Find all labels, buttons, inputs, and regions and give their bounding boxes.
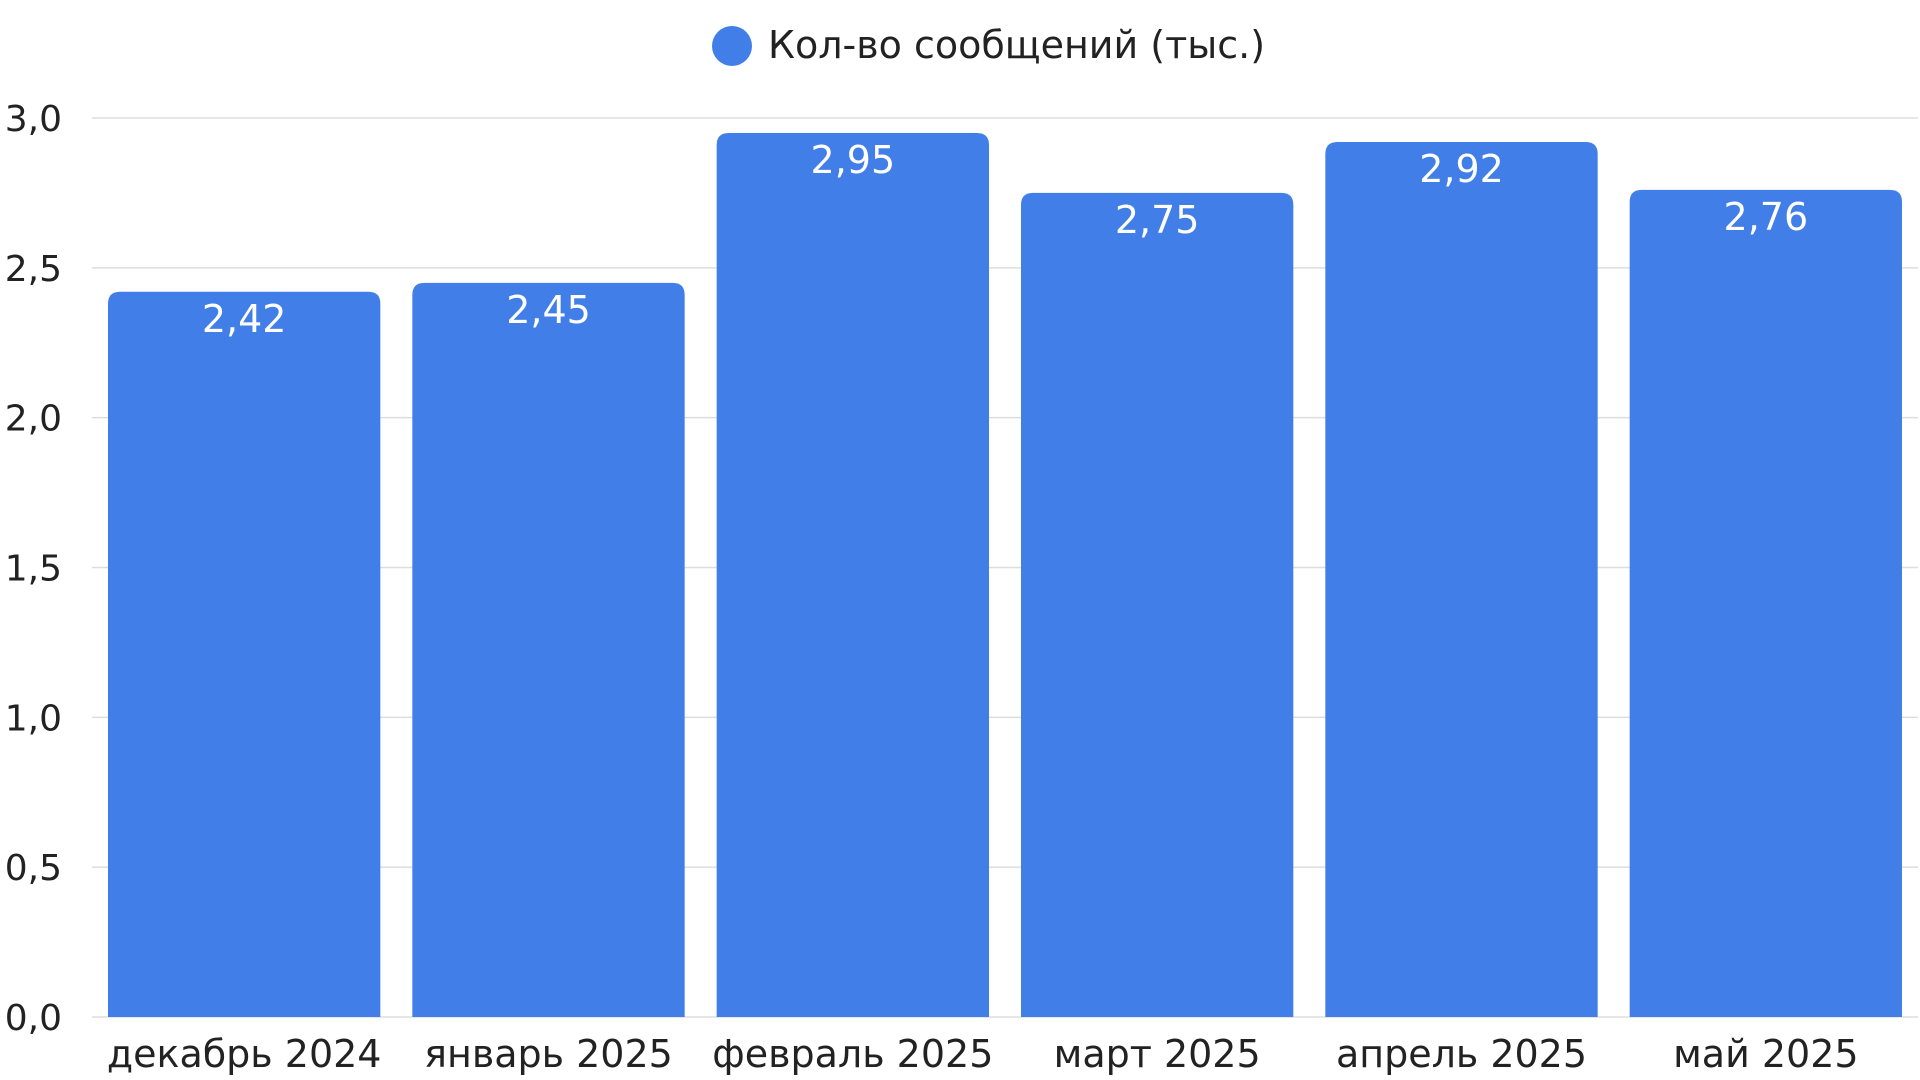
legend-marker <box>712 26 752 66</box>
y-tick-label: 0,5 <box>5 848 62 889</box>
bar <box>412 282 685 1018</box>
bars <box>108 132 1902 1018</box>
legend: Кол-во сообщений (тыс.) <box>712 23 1265 67</box>
bar <box>108 291 381 1018</box>
legend-label: Кол-во сообщений (тыс.) <box>768 23 1265 67</box>
bar <box>716 132 989 1017</box>
value-labels: 2,42 2,45 2,95 2,75 2,92 2,76 <box>202 138 1808 341</box>
bar <box>1021 192 1294 1017</box>
x-category-label: февраль 2025 <box>712 1032 993 1076</box>
x-category-label: апрель 2025 <box>1336 1032 1587 1076</box>
bar <box>1325 141 1598 1017</box>
bar-value-label: 2,92 <box>1419 147 1504 191</box>
bar-value-label: 2,95 <box>811 138 896 182</box>
y-tick-label: 3,0 <box>5 99 62 140</box>
x-category-label: декабрь 2024 <box>107 1032 382 1076</box>
x-category-label: март 2025 <box>1054 1032 1261 1076</box>
y-tick-label: 2,0 <box>5 399 62 440</box>
bar-value-label: 2,42 <box>202 297 287 341</box>
y-tick-label: 1,0 <box>5 698 62 739</box>
x-category-label: январь 2025 <box>424 1032 673 1076</box>
bar-value-label: 2,45 <box>506 288 591 332</box>
gridlines <box>92 117 1918 1018</box>
y-tick-label: 0,0 <box>5 998 62 1039</box>
y-tick-label: 1,5 <box>5 549 62 590</box>
y-tick-label: 2,5 <box>5 249 62 290</box>
x-category-label: май 2025 <box>1673 1032 1858 1076</box>
y-axis-ticks: 0,0 0,5 1,0 1,5 2,0 2,5 3,0 <box>5 99 62 1039</box>
bar-value-label: 2,75 <box>1115 198 1200 242</box>
x-axis-categories: декабрь 2024 январь 2025 февраль 2025 март … <box>107 1032 1859 1076</box>
bar-value-label: 2,76 <box>1724 195 1809 239</box>
bar <box>1629 189 1902 1018</box>
